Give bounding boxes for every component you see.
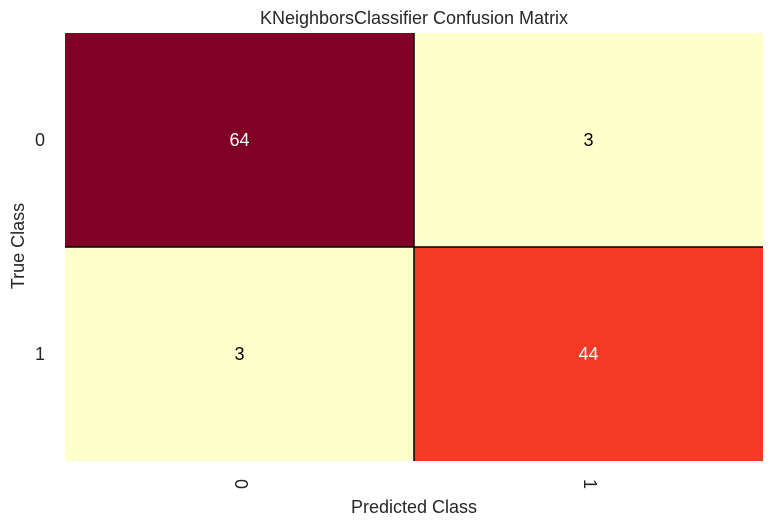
chart-title: KNeighborsClassifier Confusion Matrix [260,8,568,28]
x-axis-label: Predicted Class [351,497,477,517]
heatmap-cell-0-1 [414,33,763,247]
heatmap-cell-0-0 [65,33,414,247]
x-tick-label-0: 0 [231,479,251,489]
y-axis-label: True Class [8,203,28,289]
y-tick-label-1: 1 [35,344,45,364]
heatmap-cell-labels: 64 3 3 44 [229,130,598,364]
cell-value-1-1: 44 [578,344,598,364]
x-tick-label-1: 1 [580,479,600,489]
heatmap-cell-1-1 [414,247,763,461]
cell-value-1-0: 3 [234,344,244,364]
heatmap-cell-1-0 [65,247,414,461]
y-tick-label-0: 0 [35,130,45,150]
cell-value-0-0: 64 [229,130,249,150]
y-tick-labels: 01 [35,130,45,364]
heatmap-cells [65,33,763,461]
cell-value-0-1: 3 [583,130,593,150]
